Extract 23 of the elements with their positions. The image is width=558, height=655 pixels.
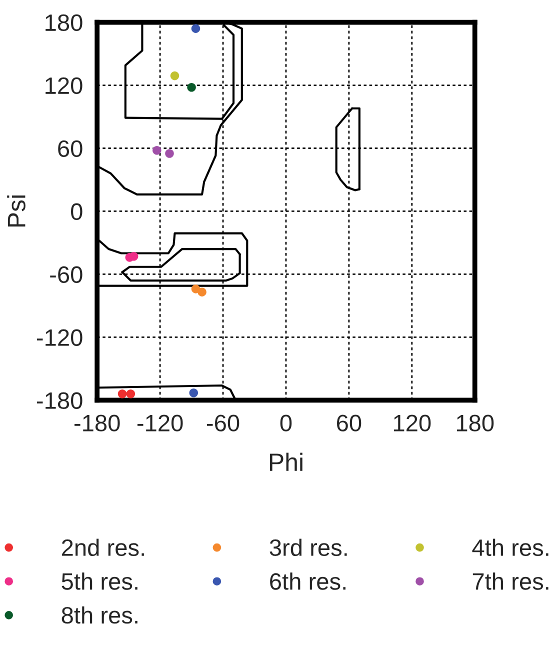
y-tick-label: -180 (37, 392, 82, 409)
legend-label: 5th res. (62, 572, 138, 590)
legend-label: 6th res. (270, 572, 346, 590)
y-tick-label: 60 (58, 140, 82, 158)
y-tick-label: -120 (37, 329, 82, 346)
x-tick-label: 120 (394, 414, 431, 432)
legend-label: 8th res. (62, 606, 138, 624)
x-tick-label: -120 (137, 414, 183, 432)
legend-label: 2nd res. (62, 538, 144, 556)
x-tick-label: 180 (456, 414, 494, 432)
y-tick-label: 180 (46, 14, 82, 32)
x-axis-title: Phi (270, 452, 302, 471)
y-tick-label: 0 (70, 203, 82, 220)
x-tick-label: 60 (337, 414, 362, 432)
x-tick-label: -60 (207, 414, 240, 432)
y-tick-label: -60 (50, 266, 82, 284)
legend-label: 7th res. (472, 572, 548, 590)
x-tick-label: -180 (74, 414, 120, 432)
legend-label: 4th res. (472, 538, 548, 556)
x-tick-label: 0 (280, 414, 292, 432)
y-axis-title: Psi (7, 196, 26, 227)
legend-label: 3rd res. (270, 538, 347, 556)
y-tick-label: 120 (46, 77, 82, 94)
